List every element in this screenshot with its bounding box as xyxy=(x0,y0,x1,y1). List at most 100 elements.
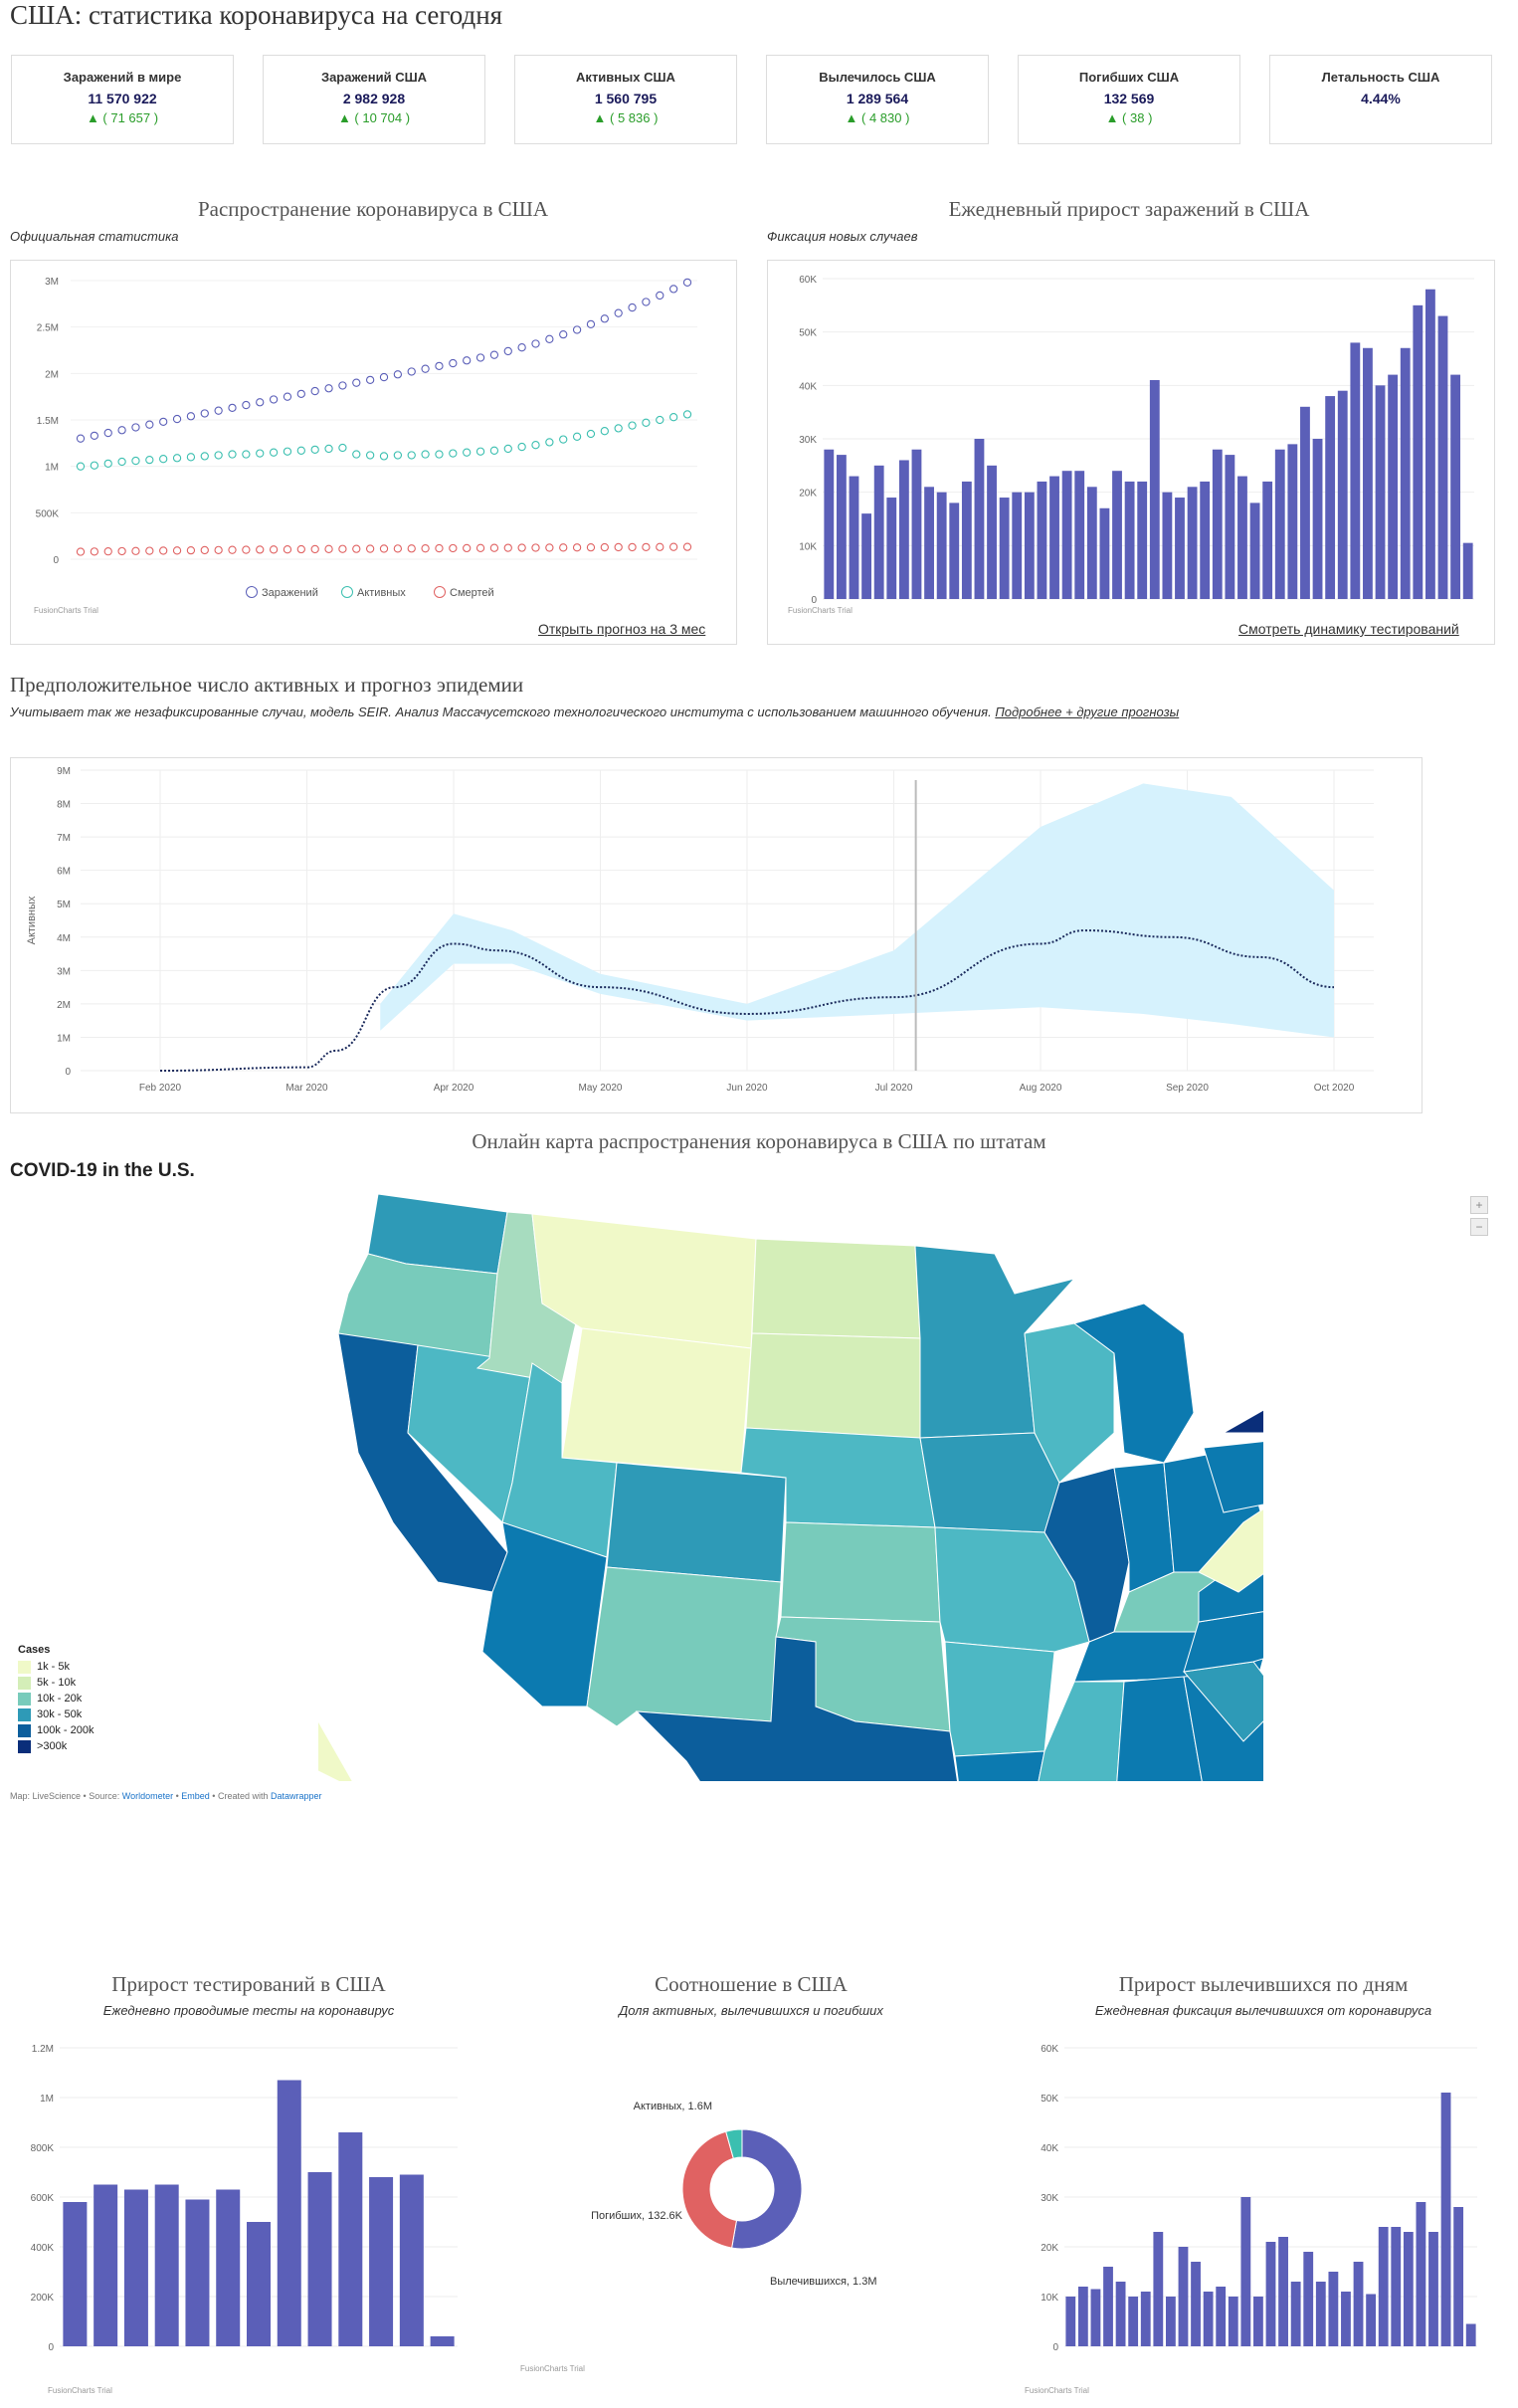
bar xyxy=(898,460,909,599)
series-point xyxy=(324,544,333,553)
series-point xyxy=(600,427,609,436)
axis-tick-label: 2M xyxy=(57,1000,71,1011)
axis-tick-label: Jun 2020 xyxy=(726,1083,768,1094)
stat-label: Погибших США xyxy=(1078,70,1180,85)
bar xyxy=(1012,492,1023,599)
series-point xyxy=(449,449,458,458)
series-point xyxy=(614,542,623,552)
series-point xyxy=(475,353,485,362)
series-point xyxy=(324,384,333,393)
bar xyxy=(1400,347,1411,599)
us-states-choropleth-map[interactable] xyxy=(318,1184,1263,1781)
legend-active[interactable]: Активных xyxy=(341,586,406,599)
series-point xyxy=(379,544,389,553)
stat-value: 4.44% xyxy=(1361,91,1401,106)
worldometer-link[interactable]: Worldometer xyxy=(121,1791,174,1801)
forecast-confidence-band xyxy=(380,783,1334,1038)
series-point xyxy=(117,426,126,435)
axis-tick-label: 0 xyxy=(1052,2342,1058,2353)
series-point xyxy=(531,339,540,348)
series-point xyxy=(352,378,361,387)
axis-tick-label: 60K xyxy=(1041,2044,1058,2055)
stat-value: 2 982 928 xyxy=(342,91,406,106)
series-point xyxy=(463,356,472,365)
bar xyxy=(849,476,859,599)
series-point xyxy=(600,542,609,552)
bar xyxy=(1077,2287,1088,2346)
series-point xyxy=(586,429,596,439)
bar xyxy=(1274,449,1285,599)
chart-trial-label: FusionCharts Trial xyxy=(788,606,853,615)
series-point xyxy=(200,452,209,461)
bar xyxy=(1203,2292,1214,2346)
series-point xyxy=(545,334,554,343)
axis-tick-label: 60K xyxy=(799,275,817,286)
series-point xyxy=(517,442,526,452)
bar xyxy=(861,513,871,599)
map-legend-item: 10k - 20k xyxy=(18,1691,94,1706)
series-point xyxy=(186,545,196,555)
axis-tick-label: 10K xyxy=(799,541,817,552)
axis-tick-label: Mar 2020 xyxy=(285,1083,328,1094)
bar xyxy=(1278,2237,1288,2346)
series-point xyxy=(310,544,319,554)
forecast-more-link[interactable]: Подробнее + другие прогнозы xyxy=(995,704,1180,719)
legend-deaths[interactable]: Смертей xyxy=(434,586,494,599)
stat-label: Активных США xyxy=(576,70,675,85)
datawrapper-link[interactable]: Datawrapper xyxy=(271,1791,322,1801)
series-point xyxy=(131,456,140,466)
chart-trial-label: FusionCharts Trial xyxy=(520,2364,585,2373)
stat-value: 1 560 795 xyxy=(594,91,658,106)
donut-slice xyxy=(681,2130,738,2249)
series-point xyxy=(393,370,403,379)
bar xyxy=(216,2189,241,2346)
bar xyxy=(1328,2272,1339,2346)
donut-slice xyxy=(725,2128,743,2159)
testing-dynamics-link[interactable]: Смотреть динамику тестирований xyxy=(1238,621,1459,637)
bar xyxy=(338,2132,363,2346)
series-point xyxy=(159,546,168,555)
series-point xyxy=(131,546,140,555)
series-point xyxy=(475,447,485,456)
bar xyxy=(1315,2282,1326,2346)
embed-link[interactable]: Embed xyxy=(181,1791,210,1801)
stat-value: 132 569 xyxy=(1103,91,1155,106)
bar xyxy=(1416,2202,1426,2346)
bar xyxy=(1165,2297,1176,2346)
bar xyxy=(1137,481,1148,599)
bar xyxy=(1300,406,1310,599)
series-point xyxy=(489,446,499,455)
bar xyxy=(1191,2262,1201,2346)
axis-tick-label: 1.2M xyxy=(32,2044,54,2055)
series-point xyxy=(586,542,596,552)
bar xyxy=(63,2202,88,2346)
map-legend: Cases 1k - 5k 5k - 10k 10k - 20k 30k - 5… xyxy=(18,1644,94,1754)
chart-trial-label: FusionCharts Trial xyxy=(48,2386,112,2395)
bar xyxy=(886,498,897,599)
zoom-in-button[interactable]: + xyxy=(1470,1196,1488,1214)
donut-label: Активных, 1.6M xyxy=(634,2101,712,2112)
bar xyxy=(1262,481,1273,599)
bar xyxy=(1413,304,1423,599)
series-point xyxy=(421,544,430,553)
legend-infected[interactable]: Заражений xyxy=(246,586,318,599)
bar xyxy=(1099,507,1110,599)
series-point xyxy=(614,424,623,433)
axis-tick-label: 0 xyxy=(811,595,817,606)
bar xyxy=(1391,2227,1402,2346)
series-point xyxy=(586,319,596,329)
series-point xyxy=(117,457,126,467)
series-point xyxy=(682,278,692,288)
stats-row: Заражений в мире 11 570 922 ▲ ( 71 657 )… xyxy=(11,55,1498,146)
bar xyxy=(94,2184,118,2346)
bar xyxy=(1061,471,1072,599)
forecast-3-months-link[interactable]: Открыть прогноз на 3 мес xyxy=(538,621,706,637)
bar xyxy=(123,2189,148,2346)
stat-label: Летальность США xyxy=(1321,70,1440,85)
zoom-out-button[interactable]: − xyxy=(1470,1218,1488,1236)
axis-tick-label: 4M xyxy=(57,933,71,944)
series-point xyxy=(159,455,168,464)
bar xyxy=(1341,2292,1351,2346)
bar xyxy=(430,2336,455,2346)
recovered-bar-chart: 0 10K 20K 30K 40K 50K 60K xyxy=(1041,2044,1477,2353)
